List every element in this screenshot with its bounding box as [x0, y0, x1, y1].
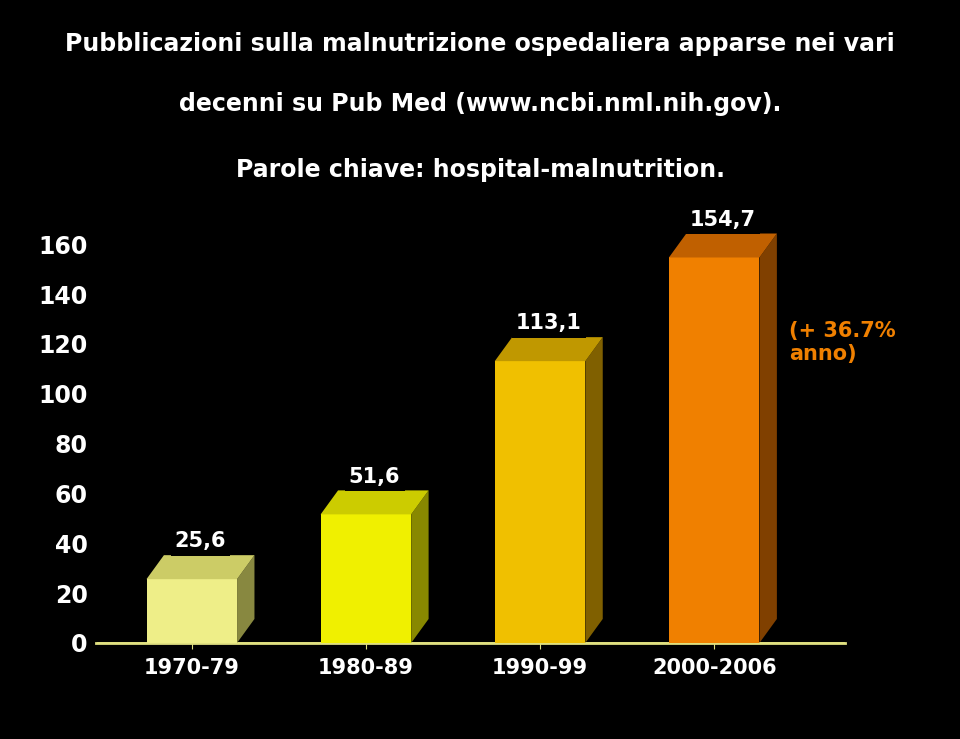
Polygon shape [494, 337, 603, 361]
Polygon shape [586, 337, 603, 643]
Text: decenni su Pub Med (www.ncbi.nml.nih.gov).: decenni su Pub Med (www.ncbi.nml.nih.gov… [179, 92, 781, 116]
Text: Pubblicazioni sulla malnutrizione ospedaliera apparse nei vari: Pubblicazioni sulla malnutrizione ospeda… [65, 32, 895, 56]
Polygon shape [669, 234, 777, 257]
Polygon shape [147, 555, 254, 579]
Text: 1980-89: 1980-89 [318, 658, 414, 678]
Polygon shape [321, 491, 428, 514]
Bar [321, 514, 411, 643]
Text: 25,6: 25,6 [175, 531, 227, 551]
Text: 2000-2006: 2000-2006 [652, 658, 777, 678]
Bar [494, 361, 586, 643]
Text: (+ 36.7%
anno): (+ 36.7% anno) [789, 321, 896, 364]
Bar [147, 579, 237, 643]
Text: 51,6: 51,6 [348, 466, 400, 487]
Text: 1970-79: 1970-79 [144, 658, 240, 678]
Text: 1990-99: 1990-99 [492, 658, 588, 678]
Polygon shape [411, 491, 428, 643]
Text: 113,1: 113,1 [516, 313, 582, 333]
Text: 154,7: 154,7 [690, 210, 756, 230]
Polygon shape [237, 555, 254, 643]
Polygon shape [759, 234, 777, 643]
Text: Parole chiave: hospital-malnutrition.: Parole chiave: hospital-malnutrition. [235, 157, 725, 182]
Bar [669, 257, 759, 643]
